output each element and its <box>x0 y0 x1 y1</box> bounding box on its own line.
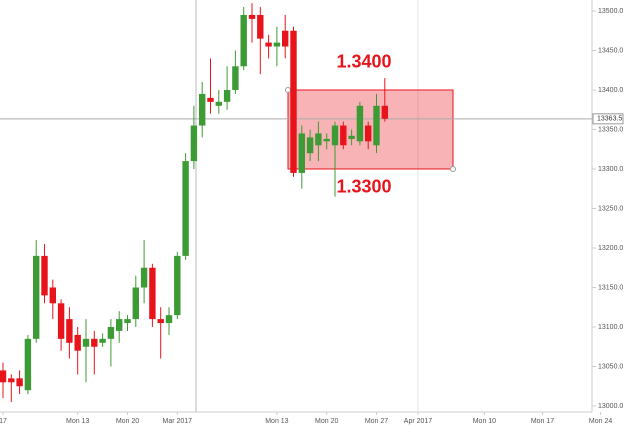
x-tick-label: Mon 20 <box>315 418 338 425</box>
candle-body <box>282 30 289 47</box>
candle-body <box>182 161 189 256</box>
last-price-label: 13363.5 <box>597 116 622 123</box>
candle-body <box>165 315 173 324</box>
candle-body <box>132 287 139 320</box>
candle-body <box>199 93 206 126</box>
candle-body <box>381 105 388 119</box>
candle-body <box>140 267 148 288</box>
candle-body <box>0 370 7 383</box>
zone-handle <box>450 165 456 172</box>
candle-body <box>24 338 32 391</box>
candle-body <box>240 14 247 67</box>
candle-body <box>348 135 355 139</box>
candle-body <box>74 334 81 351</box>
y-tick-label: 13400.0 <box>598 87 623 94</box>
zone-handle <box>285 86 291 93</box>
candle-body <box>365 125 372 142</box>
x-tick-label: Mon 13 <box>265 418 288 425</box>
y-tick-label: 13500.0 <box>598 8 623 15</box>
y-tick-label: 13250.0 <box>598 205 623 212</box>
y-tick-label: 13200.0 <box>598 245 623 252</box>
candle-body <box>157 319 164 324</box>
candle-body <box>340 125 347 146</box>
candle-body <box>124 319 131 324</box>
candle-body <box>66 319 73 343</box>
x-tick-label: 17 <box>0 418 7 425</box>
candle-body <box>373 105 380 146</box>
y-tick-label: 13000.0 <box>598 403 623 410</box>
candle-body <box>174 255 181 316</box>
x-tick-label: Mar 2017 <box>163 418 193 425</box>
candle-body <box>41 255 48 296</box>
candle-body <box>91 338 98 347</box>
y-tick-label: 13100.0 <box>598 324 623 331</box>
candle-body <box>57 303 65 339</box>
candle-body <box>306 137 314 154</box>
y-tick-label: 13300.0 <box>598 166 623 173</box>
candle-body <box>99 338 106 343</box>
candle-body <box>16 378 23 387</box>
zone-top-label: 1.3400 <box>336 52 391 72</box>
candle-body <box>49 287 56 304</box>
y-tick-label: 13350.0 <box>598 126 623 133</box>
zone-bottom-label: 1.3300 <box>336 177 391 197</box>
x-tick-label: Mon 27 <box>365 418 388 425</box>
candle-body <box>265 42 272 47</box>
x-tick-label: Apr 2017 <box>404 418 433 425</box>
candle-body <box>82 338 90 347</box>
x-tick-label: Mon 17 <box>531 418 554 425</box>
candle-body <box>215 101 222 106</box>
candle-body <box>356 105 364 142</box>
candle-body <box>232 66 239 90</box>
candle-body <box>257 14 264 39</box>
candle-body <box>273 42 281 47</box>
candle-body <box>207 97 214 102</box>
candle-body <box>33 255 40 339</box>
candle-body <box>298 133 305 173</box>
candle-body <box>149 267 156 320</box>
x-tick-label: Mon 10 <box>473 418 496 425</box>
candle-body <box>315 133 322 146</box>
candle-body <box>8 378 15 383</box>
y-tick-label: 13450.0 <box>598 47 623 54</box>
candle-body <box>323 138 330 142</box>
candle-body <box>223 89 231 102</box>
x-tick-label: Mon 20 <box>116 418 139 425</box>
candle-body <box>190 125 198 162</box>
last-price-box <box>592 113 624 125</box>
candle-body <box>290 30 297 173</box>
candle-body <box>331 125 339 146</box>
x-tick-label: Mon 24 <box>589 418 612 425</box>
y-tick-label: 13050.0 <box>598 363 623 370</box>
candle-body <box>107 326 115 339</box>
x-tick-label: Mon 13 <box>66 418 89 425</box>
candle-body <box>116 319 123 331</box>
candle-body <box>248 14 256 19</box>
y-tick-label: 13150.0 <box>598 284 623 291</box>
